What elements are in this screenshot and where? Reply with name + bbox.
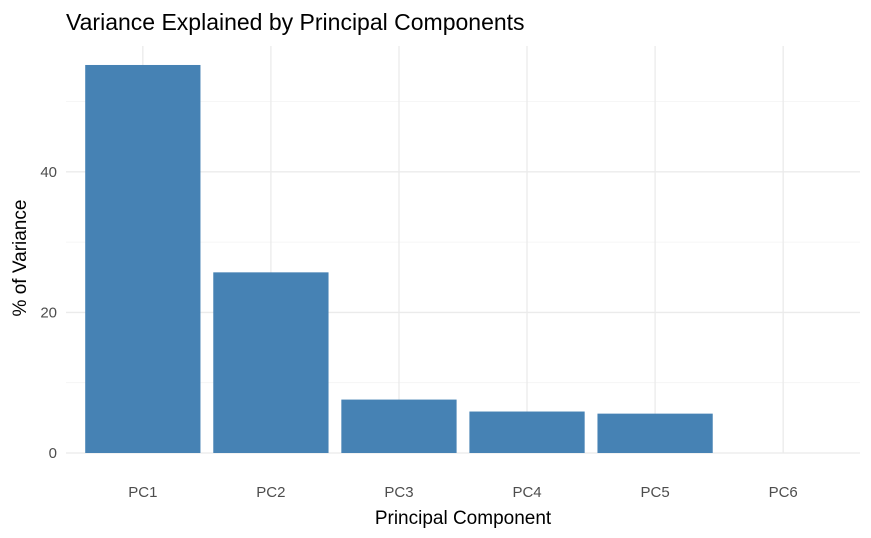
x-axis-title: Principal Component bbox=[375, 508, 552, 529]
chart-title: Variance Explained by Principal Componen… bbox=[66, 9, 525, 35]
y-tick-label: 40 bbox=[40, 164, 57, 181]
bar-pc2 bbox=[213, 272, 329, 453]
y-tick-label: 20 bbox=[40, 304, 57, 321]
x-axis-ticks: PC1 PC2 PC3 PC4 PC5 PC6 bbox=[128, 484, 798, 501]
x-tick-label: PC1 bbox=[128, 484, 157, 501]
y-tick-label: 0 bbox=[49, 445, 57, 462]
x-tick-label: PC3 bbox=[384, 484, 413, 501]
x-tick-label: PC4 bbox=[512, 484, 541, 501]
y-axis-ticks: 0 20 40 bbox=[40, 164, 57, 462]
x-tick-label: PC6 bbox=[769, 484, 798, 501]
x-tick-label: PC5 bbox=[641, 484, 670, 501]
bar-pc5 bbox=[597, 413, 713, 453]
bar-pc1 bbox=[85, 64, 201, 453]
bars bbox=[85, 64, 713, 453]
bar-pc3 bbox=[341, 399, 457, 453]
y-axis-title: % of Variance bbox=[10, 200, 31, 317]
bar-pc4 bbox=[469, 411, 585, 453]
x-tick-label: PC2 bbox=[256, 484, 285, 501]
